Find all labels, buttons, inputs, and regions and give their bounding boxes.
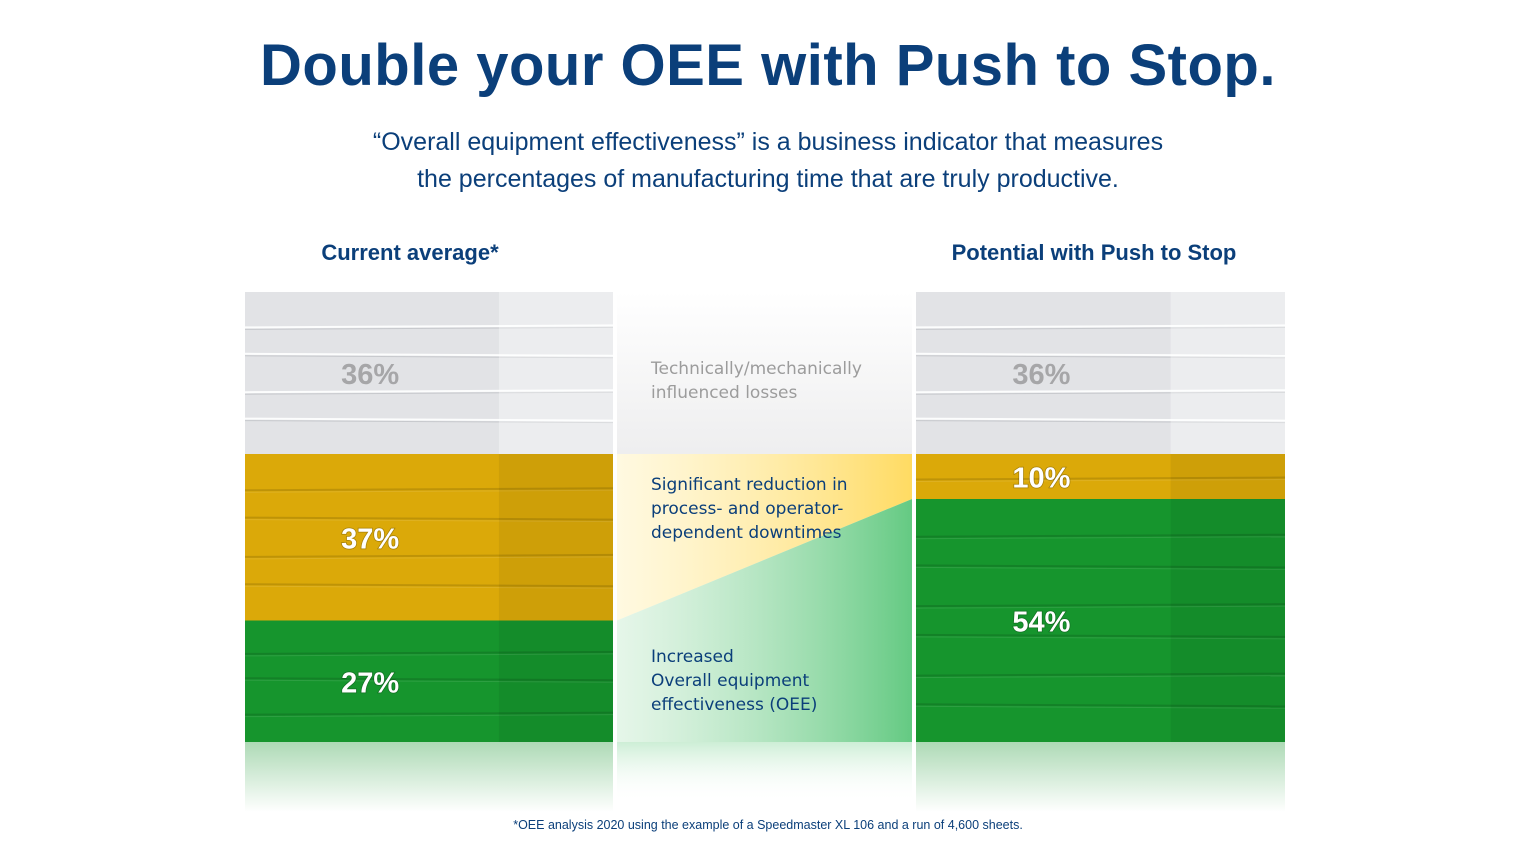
bar-1-segment-1-line [915,476,1286,481]
center-zone-grey [617,292,912,454]
bar-1-segment-2-line [915,324,1286,329]
center-zone-yellow [617,454,912,621]
bar-0-segment-0-shade [244,653,614,657]
bar-0-segment-2-line [244,324,614,329]
bar-1-segment-0-line [915,564,1286,569]
bar-0-segment-1-shade [244,519,614,523]
bar-1-segment-0-shade [915,705,1286,709]
bar-1-segment-2-shade [915,326,1286,330]
bar-0-segment-0-line [244,650,614,655]
bar-1-segment-0-face [1170,499,1285,742]
bar-1-segment-2-line [915,352,1286,357]
bar-1-segment-1: 10% [915,454,1286,499]
bar-1-segment-1-shade [915,479,1286,482]
legend-item-2: Increased Overall equipment effectiveness … [651,647,817,715]
bar-1-segment-0: 54% [915,499,1286,742]
subtitle-line-2: the percentages of manufacturing time th… [417,165,1119,193]
column-heading-current: Current average* [321,240,499,265]
bar-1-segment-2-shade [915,391,1286,395]
legend-item-2-line-1: Overall equipment [651,671,809,691]
bar-0-segment-2-line [244,417,614,422]
bar-0-segment-0-shade [244,714,614,718]
bar-0-segment-0-fill [245,620,613,742]
legend-item-0-line-0: Technically/mechanically [650,359,862,379]
page-title: Double your OEE with Push to Stop. [260,33,1276,98]
bar-1-reflection [916,742,1285,812]
legend-item-2-line-2: effectiveness (OEE) [651,695,817,715]
bar-0-reflection [245,742,613,812]
column-heading-potential: Potential with Push to Stop [951,240,1237,265]
legend-item-1: Significant reduction in process- and ope… [651,475,848,543]
bar-1-label-1: 10% [1012,463,1070,495]
bar-1-segment-2-shade [915,355,1286,359]
bar-1-segment-0-shade [915,636,1286,640]
legend-item-1-line-2: dependent downtimes [651,523,842,543]
bar-0-segment-2-shade [244,391,614,395]
bar-1-segment-2-shade [915,420,1286,424]
bar-0-segment-0: 27% [244,620,614,742]
legend-item-2-line-0: Increased [651,647,734,667]
bar-0-segment-1-shade [244,489,614,493]
bar-0-segment-1: 37% [244,454,614,621]
bar-0-label-2: 36% [341,359,399,391]
bar-1-segment-0-shade [915,536,1286,540]
bar-0-segment-2-line [244,389,614,394]
bar-1-segment-0-line [915,703,1286,708]
center-zone-reflection [617,742,912,802]
bar-0-segment-1-face [498,454,613,621]
bar-0-segment-1-fill [245,454,613,621]
bar-1-segment-2: 36% [915,292,1286,454]
bar-0-segment-2-line [244,352,614,357]
bar-0-segment-0-line [244,711,614,716]
bar-1-segment-0-line [915,672,1286,677]
bar-1-segment-0-shade [915,566,1286,570]
bar-0-segment-2: 36% [244,292,614,454]
bar-1-segment-2-face [1170,292,1285,454]
bar-0-segment-1-line [244,583,614,588]
page-subtitle: “Overall equipment effectiveness” is a b… [0,124,1536,198]
bar-0-segment-1-line [244,553,614,558]
legend-item-1-line-0: Significant reduction in [651,475,848,495]
bar-1-label-2: 36% [1012,359,1070,391]
bar-0-segment-1-line [244,487,614,492]
center-zone-green [617,499,912,742]
bar-0-segment-0-shade [244,679,614,683]
bar-1-segment-0-line [915,533,1286,538]
bar-0-segment-0-face [498,620,613,742]
bar-1-segment-0-line [915,633,1286,638]
bar-1-segment-1-fill [916,454,1285,499]
bar-0-label-1: 37% [341,523,399,555]
bar-1-segment-2-line [915,389,1286,394]
bar-1-segment-2-fill [916,292,1285,454]
legend-item-0-line-1: influenced losses [651,383,798,403]
bar-0-segment-2-fill [245,292,613,454]
bar-0-segment-1-shade [244,585,614,589]
bar-0-segment-2-shade [244,355,614,359]
bar-1-segment-0-fill [916,499,1285,742]
legend-item-0: Technically/mechanically influenced losse… [650,359,862,403]
bar-1-segment-0-shade [915,675,1286,679]
bar-0-segment-0-line [244,677,614,682]
bar-1-segment-0-line [915,603,1286,608]
bar-0-segment-2-face [498,292,613,454]
bar-0-segment-1-line [244,516,614,521]
legend-item-1-line-1: process- and operator- [651,499,843,519]
bar-0-segment-1-shade [244,556,614,560]
bar-1-label-0: 54% [1012,607,1070,639]
bar-0-segment-2-shade [244,326,614,330]
bar-1-segment-1-face [1170,454,1285,499]
bar-1-segment-0-shade [915,605,1286,609]
bar-0-segment-2-shade [244,420,614,424]
subtitle-line-1: “Overall equipment effectiveness” is a b… [372,128,1164,156]
bar-0-label-0: 27% [341,667,399,699]
bar-1-segment-2-line [915,417,1286,422]
footnote: *OEE analysis 2020 using the example of … [513,818,1023,832]
